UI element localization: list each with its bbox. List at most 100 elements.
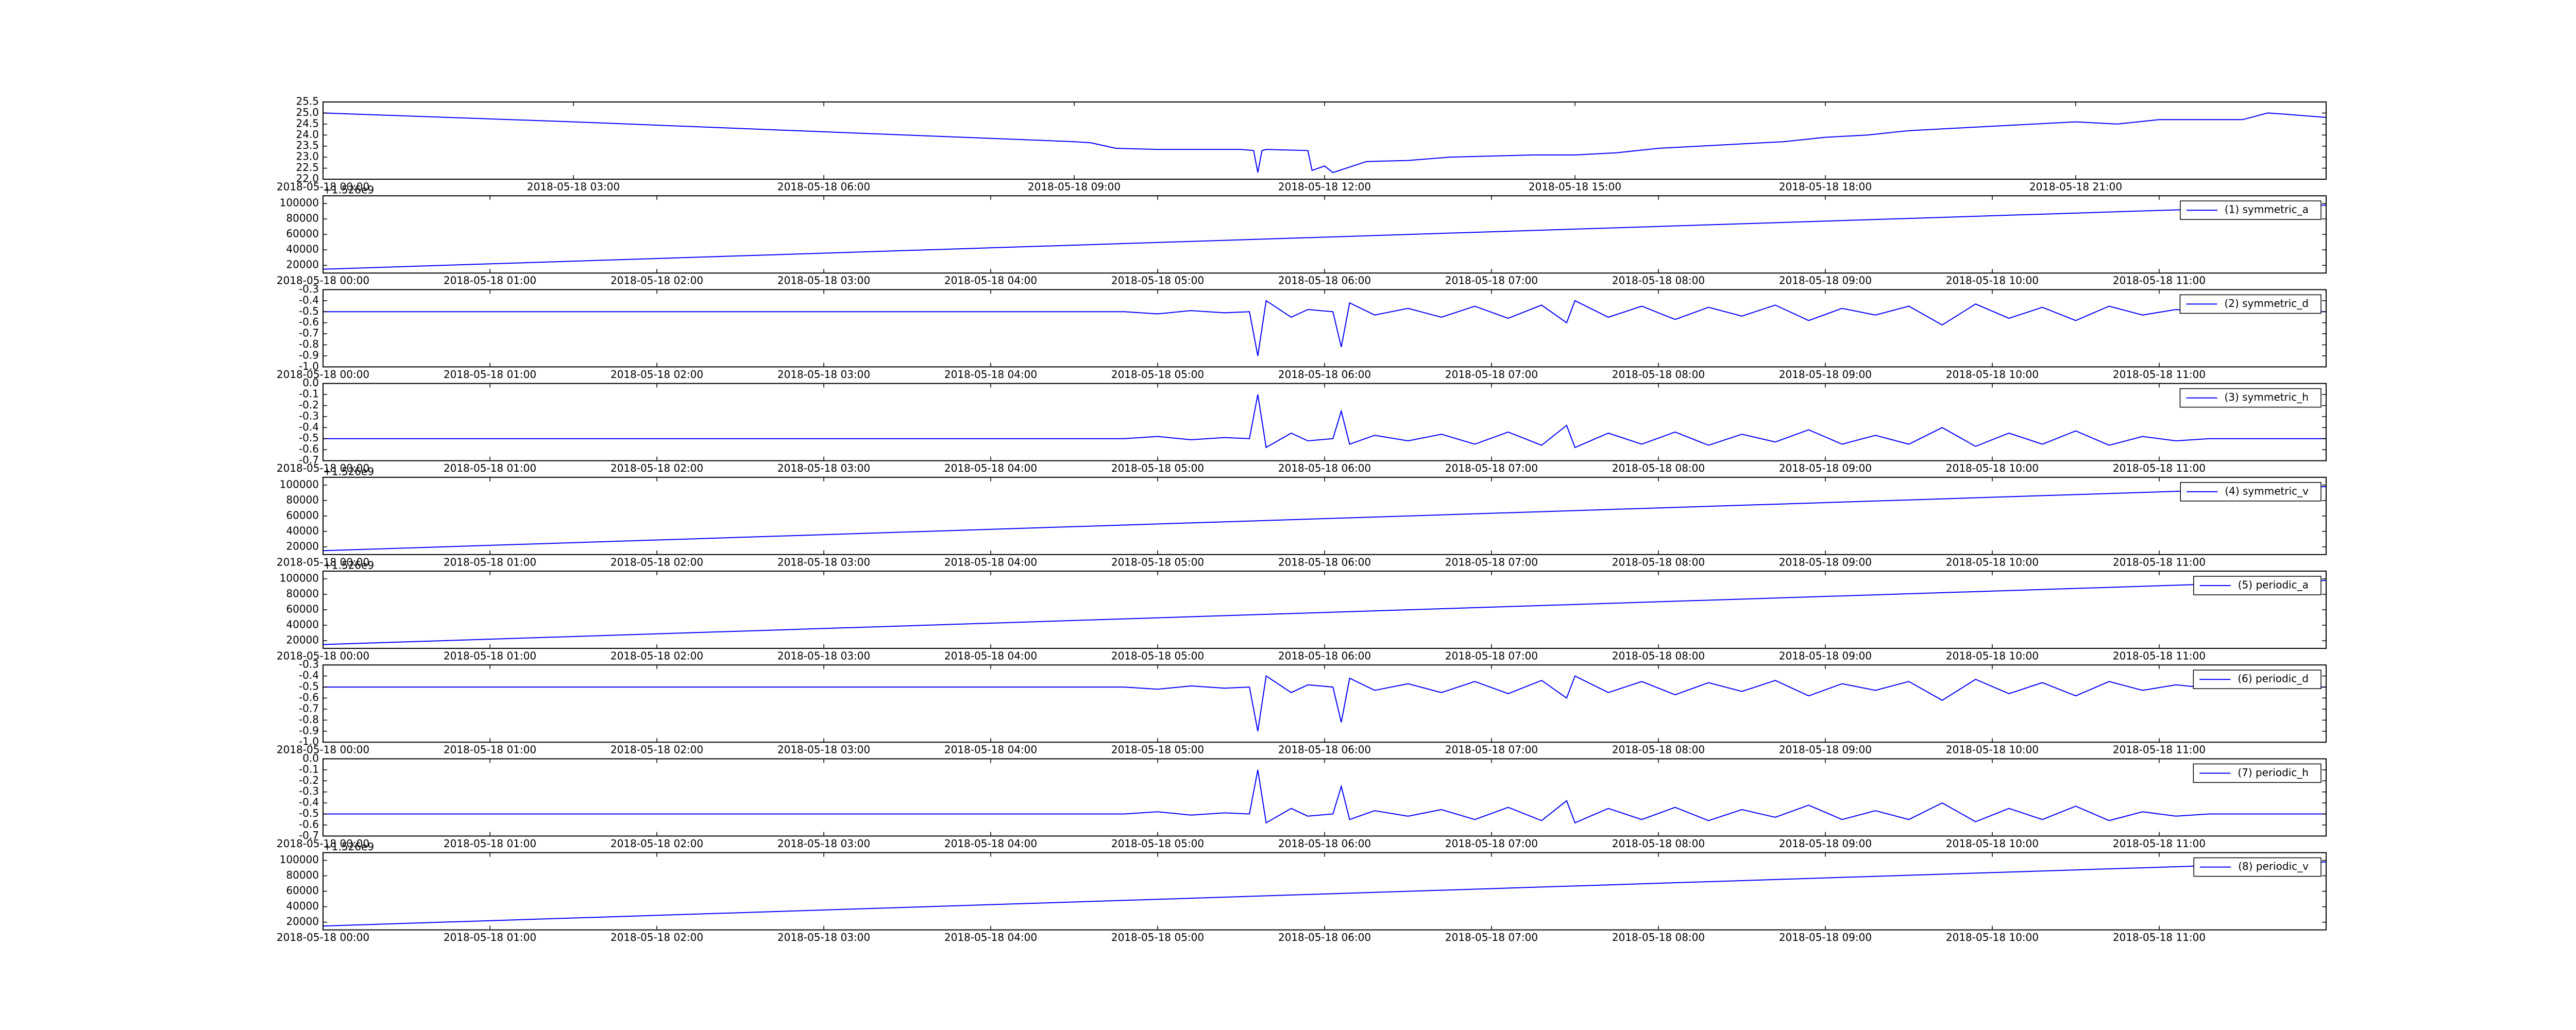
legend: (4) symmetric_v bbox=[2180, 482, 2321, 502]
x-tick-label: 2018-05-18 03:00 bbox=[777, 744, 870, 756]
x-tick-label: 2018-05-18 05:00 bbox=[1111, 837, 1204, 850]
legend-label: (6) periodic_d bbox=[2238, 673, 2309, 685]
y-tick-label: 60000 bbox=[286, 603, 319, 615]
x-tick-label: 2018-05-18 03:00 bbox=[527, 181, 620, 193]
x-tick-label: 2018-05-18 01:00 bbox=[444, 744, 536, 756]
x-tick-label: 2018-05-18 04:00 bbox=[944, 837, 1037, 850]
data-line bbox=[323, 112, 2326, 174]
data-line bbox=[323, 300, 2326, 356]
y-tick-label: -0.3 bbox=[299, 658, 319, 671]
y-tick-label: -0.3 bbox=[299, 283, 319, 295]
x-tick-label: 2018-05-18 09:00 bbox=[1779, 274, 1872, 287]
x-tick-label: 2018-05-18 06:00 bbox=[1278, 462, 1371, 474]
offset-text: +1.526e9 bbox=[323, 465, 374, 477]
x-tick-label: 2018-05-18 18:00 bbox=[1779, 181, 1872, 193]
x-tick-label: 2018-05-18 05:00 bbox=[1111, 744, 1204, 756]
x-tick-label: 2018-05-18 04:00 bbox=[944, 931, 1037, 943]
x-tick-label: 2018-05-18 04:00 bbox=[944, 274, 1037, 287]
x-tick-label: 2018-05-18 00:00 bbox=[277, 462, 369, 474]
axes-frame bbox=[323, 101, 2327, 180]
y-tick-label: -0.6 bbox=[299, 316, 319, 328]
plot-area bbox=[323, 300, 2326, 356]
x-tick-label: 2018-05-18 06:00 bbox=[1278, 368, 1371, 381]
plot-area bbox=[323, 580, 2326, 645]
y-tick-label: -0.7 bbox=[299, 702, 319, 714]
offset-text: +1.526e9 bbox=[323, 184, 374, 196]
y-tick-label: 40000 bbox=[286, 524, 319, 537]
y-tick-label: 23.5 bbox=[296, 139, 319, 151]
y-tick-label: 20000 bbox=[286, 259, 319, 271]
x-tick-label: 2018-05-18 04:00 bbox=[944, 368, 1037, 381]
y-tick-label: -0.4 bbox=[299, 669, 319, 681]
x-tick-label: 2018-05-18 01:00 bbox=[444, 556, 536, 568]
legend: (2) symmetric_d bbox=[2179, 294, 2321, 314]
x-tick-label: 2018-05-18 10:00 bbox=[1946, 650, 2039, 662]
y-tick-label: -0.5 bbox=[299, 807, 319, 819]
legend: (5) periodic_a bbox=[2193, 576, 2321, 595]
x-tick-label: 2018-05-18 00:00 bbox=[277, 931, 369, 943]
data-line bbox=[323, 580, 2326, 645]
x-tick-label: 2018-05-18 02:00 bbox=[611, 368, 703, 381]
axes-background bbox=[323, 759, 2326, 836]
x-tick-label: 2018-05-18 03:00 bbox=[777, 462, 870, 474]
x-tick-label: 2018-05-18 08:00 bbox=[1612, 274, 1705, 287]
x-tick-label: 2018-05-18 00:00 bbox=[277, 837, 369, 850]
legend: (8) periodic_v bbox=[2193, 857, 2321, 877]
y-tick-label: 60000 bbox=[286, 509, 319, 521]
y-tick-label: -0.7 bbox=[299, 454, 319, 466]
axes-frame bbox=[323, 195, 2327, 274]
x-tick-label: 2018-05-18 10:00 bbox=[1946, 368, 2039, 381]
x-tick-label: 2018-05-18 05:00 bbox=[1111, 650, 1204, 662]
x-tick-label: 2018-05-18 09:00 bbox=[1779, 931, 1872, 943]
x-tick-label: 2018-05-18 09:00 bbox=[1779, 837, 1872, 850]
x-tick-label: 2018-05-18 21:00 bbox=[2029, 181, 2122, 193]
axes-background bbox=[323, 852, 2326, 930]
plot-area bbox=[323, 204, 2326, 270]
y-tick-label: 40000 bbox=[286, 243, 319, 255]
y-tick-label: 40000 bbox=[286, 900, 319, 912]
y-tick-label: 24.0 bbox=[296, 128, 319, 141]
x-tick-label: 2018-05-18 07:00 bbox=[1445, 837, 1538, 850]
y-tick-label: 22.0 bbox=[296, 173, 319, 185]
y-tick-label: -0.3 bbox=[299, 785, 319, 797]
y-tick-label: -0.5 bbox=[299, 680, 319, 693]
y-tick-label: 100000 bbox=[280, 572, 319, 585]
x-tick-label: 2018-05-18 09:00 bbox=[1779, 650, 1872, 662]
subplot: 2018-05-18 00:00 2018-05-18 03:00 2018-05-… bbox=[277, 95, 2327, 193]
x-tick-label: 2018-05-18 00:00 bbox=[277, 181, 369, 193]
subplot: 2018-05-18 00:00 2018-05-18 01:00 2018-05-… bbox=[277, 559, 2327, 662]
y-tick-label: 80000 bbox=[286, 493, 319, 506]
x-tick-label: 2018-05-18 08:00 bbox=[1612, 837, 1705, 850]
axes-frame bbox=[323, 383, 2327, 461]
axes-frame bbox=[323, 476, 2327, 555]
y-tick-label: -0.6 bbox=[299, 691, 319, 703]
x-tick-label: 2018-05-18 03:00 bbox=[777, 931, 870, 943]
y-tick-label: -0.5 bbox=[299, 305, 319, 317]
axes-frame bbox=[323, 664, 2327, 743]
plot-area bbox=[323, 394, 2326, 449]
y-tick-label: 22.5 bbox=[296, 161, 319, 174]
data-line bbox=[323, 486, 2326, 552]
y-tick-label: -0.8 bbox=[299, 713, 319, 726]
offset-text: +1.526e9 bbox=[323, 840, 374, 853]
x-tick-label: 2018-05-18 08:00 bbox=[1612, 650, 1705, 662]
x-tick-label: 2018-05-18 03:00 bbox=[777, 274, 870, 287]
x-tick-label: 2018-05-18 03:00 bbox=[777, 837, 870, 850]
x-tick-label: 2018-05-18 09:00 bbox=[1779, 556, 1872, 568]
x-tick-label: 2018-05-18 01:00 bbox=[444, 931, 536, 943]
x-tick-label: 2018-05-18 02:00 bbox=[611, 556, 703, 568]
x-tick-label: 2018-05-18 01:00 bbox=[444, 837, 536, 850]
x-tick-label: 2018-05-18 09:00 bbox=[1779, 462, 1872, 474]
y-tick-label: -0.4 bbox=[299, 421, 319, 433]
x-tick-label: 2018-05-18 10:00 bbox=[1946, 744, 2039, 756]
y-tick-label: 60000 bbox=[286, 228, 319, 240]
x-tick-label: 2018-05-18 01:00 bbox=[444, 462, 536, 474]
y-tick-label: -1.0 bbox=[299, 735, 319, 748]
x-tick-label: 2018-05-18 10:00 bbox=[1946, 556, 2039, 568]
x-tick-label: 2018-05-18 11:00 bbox=[2113, 650, 2206, 662]
axes-frame bbox=[323, 852, 2327, 931]
x-tick-label: 2018-05-18 02:00 bbox=[611, 650, 703, 662]
x-tick-label: 2018-05-18 11:00 bbox=[2113, 368, 2206, 381]
